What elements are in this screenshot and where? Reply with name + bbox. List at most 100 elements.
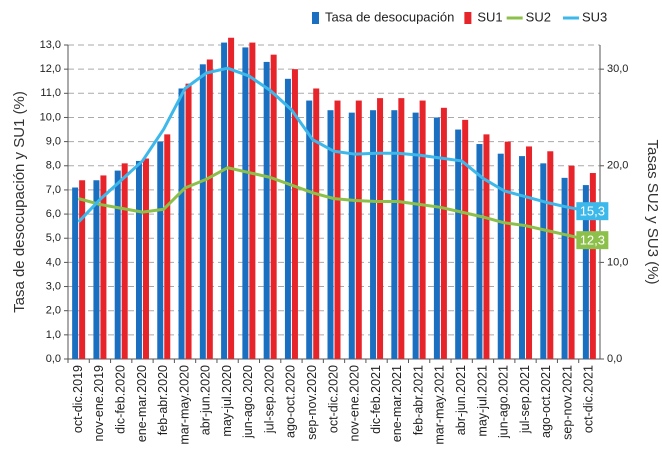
bar [377,98,384,359]
bar [589,173,596,359]
y-tick-label: 7,0 [46,184,61,196]
x-tick-label: feb-abr.2021 [411,365,425,435]
y-tick-label: 9,0 [46,136,61,148]
bar [249,42,256,359]
y-tick-label: 4,0 [46,256,61,268]
x-tick-label: nov-ene.2020 [348,365,362,442]
x-tick-label: jun-ago.2021 [497,365,511,439]
bar [370,110,377,359]
bar [206,59,213,359]
y2-tick-label: 30,0 [607,63,628,75]
bar [391,110,398,359]
x-tick-label: oct-dic.2020 [326,365,340,433]
y-tick-label: 3,0 [46,280,61,292]
line [78,166,590,242]
x-tick-label: jun-ago.2020 [241,365,255,439]
y-tick-label: 11,0 [40,87,61,99]
x-tick-label: may-jul.2020 [220,365,234,437]
x-tick-label: mar-may.2021 [433,365,447,445]
line [77,66,590,223]
bar [284,78,291,360]
x-tick-label: ene-mar.2020 [135,365,149,442]
y2-tick-label: 0,0 [607,353,622,365]
bar [398,98,405,359]
bar [519,156,526,359]
legend-label: SU1 [477,9,502,24]
x-tick-label: sep-nov.2020 [305,365,319,440]
bar [455,129,462,359]
legend-swatch [464,12,472,24]
x-tick-label: feb-abr.2020 [156,365,170,435]
bar [242,47,249,360]
y-tick-label: 12,0 [40,63,61,75]
bar [561,177,568,359]
bar [72,187,79,359]
bar [419,100,426,360]
x-tick-label: nov-ene.2019 [92,365,106,442]
legend-label: SU3 [582,9,607,24]
bar [157,141,164,359]
x-tick-label: jul-sep.2021 [518,365,532,434]
legend-swatch [312,12,319,24]
y2-axis-title: Tasas SU2 y SU3 (%) [644,139,661,284]
y-tick-label: 10,0 [40,111,61,123]
bar [178,88,185,359]
value-label-box [576,202,609,221]
value-label-box [576,231,609,250]
x-tick-label: dic-feb.2021 [369,365,383,434]
bar [440,107,447,359]
bar [355,100,362,360]
bar [121,163,128,359]
y2-tick-label: 10,0 [607,256,628,268]
x-tick-label: abr-jun.2021 [454,365,468,435]
bar [221,42,228,359]
bar [348,112,355,359]
bar [476,144,483,359]
x-tick-label: dic-feb.2020 [113,365,127,434]
bar [540,163,547,359]
x-tick-label: mar-may.2020 [177,365,191,445]
bar [142,158,149,359]
bar [526,146,533,359]
y2-tick-label: 20,0 [607,160,628,172]
y-tick-label: 5,0 [46,232,61,244]
bar [270,54,277,360]
bar [228,37,235,359]
x-tick-label: ago-oct.2020 [284,365,298,438]
bar [263,61,270,360]
bar [306,100,313,360]
bar [433,117,440,359]
x-tick-label: ago-oct.2021 [539,365,553,438]
bar [79,180,86,359]
bar [582,185,589,359]
bar [199,64,206,360]
legend-label: SU2 [526,9,551,24]
y-axis-title: Tasa de desocupación y SU1 (%) [11,91,28,313]
bar [114,170,121,359]
x-tick-label: may-jul.2021 [475,365,489,437]
x-tick-label: oct-dic.2019 [71,365,85,433]
bar [291,69,298,360]
value-label: 12,3 [580,233,605,248]
bar [135,160,142,359]
x-tick-label: abr-jun.2020 [199,365,213,435]
bar [412,112,419,359]
y-tick-label: 6,0 [46,208,61,220]
x-tick-label: oct-dic.2021 [582,365,596,433]
y-tick-label: 13,0 [40,39,61,51]
bar [547,151,554,359]
bar [185,83,192,360]
bar [313,88,320,359]
value-label: 15,3 [580,204,605,219]
y-tick-label: 0,0 [46,353,61,365]
bar [164,134,171,359]
bar [568,165,575,359]
y-tick-label: 8,0 [46,160,61,172]
legend-label: Tasa de desocupación [325,9,454,24]
bar [504,141,511,359]
bar [93,180,100,359]
bar [100,175,107,359]
bar [327,110,334,359]
x-tick-label: ene-mar.2021 [390,365,404,442]
